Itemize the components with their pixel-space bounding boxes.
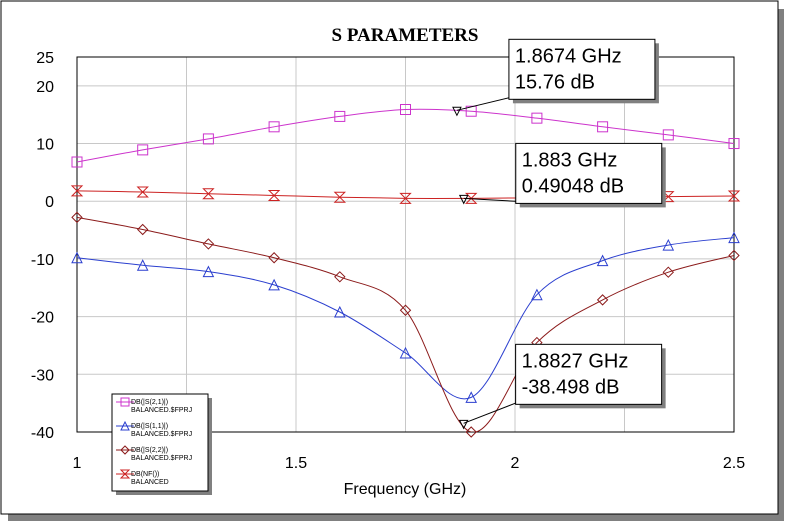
data-point-triangle (268, 278, 280, 291)
marker-value: 15.76 dB (515, 71, 595, 93)
data-point-hourglass (727, 190, 741, 202)
x-axis-label: Frequency (GHz) (344, 481, 467, 498)
plot-area[interactable] (76, 56, 735, 433)
legend-series-name: DB(NF()) (131, 471, 159, 478)
data-point-triangle (136, 259, 149, 271)
y-tick-label: -20 (31, 310, 54, 327)
data-point-hourglass (70, 185, 84, 197)
data-point-triangle (596, 254, 609, 267)
data-point-diamond (662, 266, 675, 278)
data-point-triangle (202, 265, 215, 278)
data-point-hourglass (267, 189, 281, 201)
marker-frequency: 1.883 GHz (522, 149, 618, 171)
marker-leader-line (456, 96, 512, 111)
x-tick-label: 2 (511, 455, 520, 472)
x-axis: 1 1.5 2 2.5 (73, 455, 746, 472)
marker-pointer (458, 419, 469, 430)
data-point-diamond (268, 252, 280, 264)
data-point-triangle (399, 346, 412, 359)
data-point-diamond (334, 271, 346, 283)
data-point-hourglass (136, 186, 149, 198)
chart-title: S PARAMETERS (332, 25, 479, 46)
data-point-square (71, 156, 83, 168)
data-point-square (202, 133, 214, 145)
data-point-triangle (71, 251, 83, 264)
marker-value: 0.49048 dB (522, 175, 624, 197)
legend-series-name: DB(|S(1,1)|) (131, 423, 168, 430)
data-point-square (662, 129, 674, 141)
series-line-3 (77, 216, 734, 432)
y-tick-label: -30 (31, 367, 54, 384)
y-tick-label: 20 (36, 79, 54, 96)
data-point-square (334, 110, 346, 122)
y-tick-label: 0 (45, 194, 54, 211)
legend-series-source: BALANCED.$FPRJ (131, 455, 192, 462)
data-point-square (531, 112, 543, 124)
marker-leader-line (463, 401, 518, 424)
x-tick-label: 1.5 (285, 455, 307, 472)
marker-box[interactable] (515, 142, 663, 204)
x-tick-label: 2.5 (723, 455, 745, 472)
data-point-triangle (333, 305, 346, 318)
data-point-square (400, 104, 411, 115)
legend-series-source: BALANCED.$FPRJ (131, 431, 192, 438)
legend[interactable]: DB(|S(2,1)|)BALANCED.$FPRJDB(|S(1,1)|)BA… (111, 393, 212, 495)
legend-box (111, 393, 209, 492)
data-point-square (597, 121, 609, 133)
y-tick-label: -10 (31, 252, 54, 269)
data-point-diamond (202, 238, 215, 250)
marker-value: -38.498 dB (522, 376, 620, 398)
data-point-diamond (728, 249, 740, 262)
data-point-hourglass (399, 192, 412, 204)
data-point-diamond (465, 426, 477, 438)
legend-series-name: DB(|S(2,1)|) (131, 399, 168, 406)
y-tick-label: 25 (36, 50, 54, 67)
data-point-triangle (728, 231, 740, 244)
legend-swatch-triangle (120, 420, 130, 431)
legend-swatch-square (120, 397, 130, 407)
x-tick-label: 1 (73, 455, 82, 472)
data-point-square (268, 121, 280, 133)
marker-leader-line (463, 197, 518, 202)
legend-swatch-diamond (120, 445, 130, 455)
y-tick-label: 10 (36, 137, 54, 154)
legend-series-name: DB(|S(2,2)|) (131, 447, 168, 454)
data-point-square (728, 138, 740, 150)
marker-pointer (452, 106, 462, 117)
legend-series-source: BALANCED.$FPRJ (131, 407, 192, 414)
marker-box[interactable] (508, 38, 656, 100)
data-point-diamond (136, 223, 149, 236)
marker-frequency: 1.8827 GHz (522, 350, 629, 372)
series-line-2 (77, 237, 734, 400)
marker-frequency: 1.8674 GHz (515, 45, 622, 67)
data-point-triangle (531, 288, 543, 301)
data-point-square (465, 105, 477, 117)
data-point-diamond (399, 304, 412, 316)
y-axis: 25 20 10 0 -10 -20 -30 -40 (31, 50, 54, 442)
data-point-square (137, 144, 149, 156)
y-tick-label: -40 (31, 425, 54, 442)
series-line-1 (77, 108, 734, 163)
data-point-triangle (662, 238, 675, 251)
marker-readouts: 1.8674 GHz 15.76 dB 1.883 GHz 0.49048 dB 1.8… (452, 38, 666, 430)
legend-swatch-hourglass (119, 469, 131, 479)
legend-series-source: BALANCED (131, 479, 169, 486)
data-point-hourglass (202, 188, 215, 200)
data-point-triangle (465, 391, 478, 403)
marker-box[interactable] (515, 343, 663, 405)
data-point-hourglass (464, 192, 478, 204)
data-point-diamond (596, 294, 609, 306)
data-point-diamond (71, 211, 83, 224)
data-point-hourglass (333, 191, 347, 203)
marker-pointer (458, 194, 469, 205)
